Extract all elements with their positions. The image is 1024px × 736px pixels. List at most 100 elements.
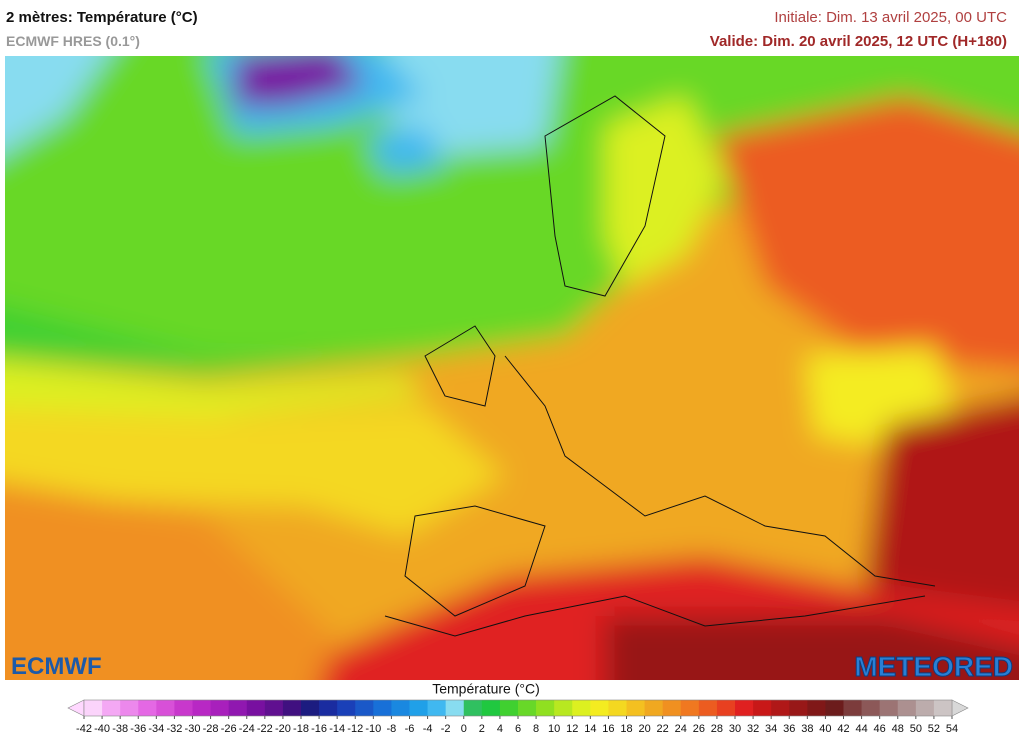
colorbar-segment bbox=[499, 700, 519, 716]
colorbar-tick-label: -26 bbox=[221, 723, 237, 735]
meteored-logo: METEORED bbox=[854, 651, 1013, 680]
colorbar-over bbox=[951, 699, 969, 717]
colorbar-tick-label: 14 bbox=[584, 723, 596, 735]
colorbar-segment bbox=[662, 700, 682, 716]
ecmwf-logo: ECMWF bbox=[11, 653, 102, 680]
colorbar-segment bbox=[879, 700, 899, 716]
colorbar-segment bbox=[626, 700, 645, 716]
colorbar-tick-label: -6 bbox=[405, 723, 415, 735]
colorbar-segment bbox=[915, 700, 935, 716]
colorbar-segment bbox=[174, 700, 193, 716]
colorbar-tick-label: -42 bbox=[76, 723, 92, 735]
colorbar-segment bbox=[373, 700, 392, 716]
colorbar-segment bbox=[319, 700, 338, 716]
colorbar-tick-label: 46 bbox=[874, 723, 886, 735]
colorbar-tick-label: 4 bbox=[497, 723, 503, 735]
colorbar-tick-label: -12 bbox=[347, 723, 363, 735]
colorbar-tick-label: -8 bbox=[387, 723, 397, 735]
colorbar-segment bbox=[789, 700, 808, 716]
colorbar-tick-label: -32 bbox=[166, 723, 182, 735]
colorbar-segment bbox=[698, 700, 718, 716]
colorbar-tick-label: -36 bbox=[130, 723, 146, 735]
colorbar-tick-label: 34 bbox=[765, 723, 777, 735]
colorbar-segment bbox=[102, 700, 121, 716]
colorbar-segment bbox=[518, 700, 537, 716]
colorbar-tick-label: -24 bbox=[239, 723, 255, 735]
colorbar-tick-label: -40 bbox=[94, 723, 110, 735]
colorbar-tick-label: 54 bbox=[946, 723, 958, 735]
colorbar-segment bbox=[120, 700, 139, 716]
colorbar-segment bbox=[608, 700, 627, 716]
colorbar-tick-label: -2 bbox=[441, 723, 451, 735]
colorbar-segment bbox=[228, 700, 248, 716]
colorbar-tick-label: -18 bbox=[293, 723, 309, 735]
colorbar-tick-label: 28 bbox=[711, 723, 723, 735]
colorbar-title: Température (°C) bbox=[432, 681, 540, 697]
colorbar-tick-label: 16 bbox=[602, 723, 614, 735]
colorbar-segment bbox=[771, 700, 790, 716]
colorbar-segment bbox=[807, 700, 826, 716]
map: ECMWF METEORED bbox=[5, 56, 1019, 680]
colorbar-segment bbox=[409, 700, 428, 716]
colorbar-tick-label: 30 bbox=[729, 723, 741, 735]
colorbar-segment bbox=[246, 700, 266, 716]
colorbar-tick-label: -34 bbox=[148, 723, 164, 735]
colorbar-segment bbox=[355, 700, 374, 716]
colorbar-tick-label: 26 bbox=[693, 723, 705, 735]
colorbar-segment bbox=[282, 700, 302, 716]
colorbar-segment bbox=[572, 700, 591, 716]
colorbar-segment bbox=[861, 700, 881, 716]
colorbar-tick-label: 18 bbox=[620, 723, 632, 735]
colorbar-tick-label: 42 bbox=[837, 723, 849, 735]
colorbar-tick-label: 44 bbox=[855, 723, 867, 735]
colorbar-tick-label: 40 bbox=[819, 723, 831, 735]
colorbar-segment bbox=[337, 700, 356, 716]
valid-time: Valide: Dim. 20 avril 2025, 12 UTC (H+18… bbox=[709, 33, 1007, 50]
colorbar-tick-label: -38 bbox=[112, 723, 128, 735]
colorbar-segment bbox=[680, 700, 700, 716]
colorbar-segment bbox=[463, 700, 483, 716]
colorbar-tick-label: 12 bbox=[566, 723, 578, 735]
colorbar-tick-label: 2 bbox=[479, 723, 485, 735]
colorbar-tick-label: -20 bbox=[275, 723, 291, 735]
colorbar-segment bbox=[897, 700, 917, 716]
colorbar-tick-label: 24 bbox=[675, 723, 687, 735]
colorbar-tick-label: 6 bbox=[515, 723, 521, 735]
colorbar-segment bbox=[716, 700, 736, 716]
colorbar-segment bbox=[644, 700, 664, 716]
colorbar-tick-label: -30 bbox=[185, 723, 201, 735]
colorbar-tick-label: 0 bbox=[461, 723, 467, 735]
colorbar-tick-label: 10 bbox=[548, 723, 560, 735]
colorbar-segment bbox=[264, 700, 284, 716]
colorbar-tick-label: 36 bbox=[783, 723, 795, 735]
colorbar-segment bbox=[391, 700, 410, 716]
colorbar-segment bbox=[735, 700, 754, 716]
colorbar-segment bbox=[192, 700, 211, 716]
colorbar-segment bbox=[301, 700, 320, 716]
colorbar-segment bbox=[753, 700, 772, 716]
colorbar-segment bbox=[590, 700, 609, 716]
initial-time: Initiale: Dim. 13 avril 2025, 00 UTC bbox=[774, 9, 1007, 26]
colorbar-tick-label: 38 bbox=[801, 723, 813, 735]
model-name: ECMWF HRES (0.1°) bbox=[6, 33, 140, 49]
colorbar-tick-label: 20 bbox=[638, 723, 650, 735]
colorbar-segment bbox=[554, 700, 573, 716]
colorbar-segment bbox=[445, 700, 465, 716]
colorbar-segment bbox=[825, 700, 844, 716]
map-title: 2 mètres: Température (°C) bbox=[6, 9, 198, 26]
colorbar-segment bbox=[843, 700, 862, 716]
colorbar-tick-label: 52 bbox=[928, 723, 940, 735]
colorbar: Température (°C) -42 -40 -38 -36 -34 -32 -30 -2… bbox=[67, 681, 969, 735]
colorbar-segment bbox=[138, 700, 157, 716]
colorbar-under bbox=[67, 699, 85, 717]
colorbar-tick-label: -14 bbox=[329, 723, 345, 735]
colorbar-tick-label: -28 bbox=[203, 723, 219, 735]
colorbar-segment bbox=[156, 700, 175, 716]
colorbar-tick-label: 22 bbox=[657, 723, 669, 735]
colorbar-segment bbox=[536, 700, 555, 716]
colorbar-segment bbox=[933, 700, 953, 716]
colorbar-tick-label: 50 bbox=[910, 723, 922, 735]
colorbar-tick-label: 32 bbox=[747, 723, 759, 735]
colorbar-tick-label: -4 bbox=[423, 723, 433, 735]
